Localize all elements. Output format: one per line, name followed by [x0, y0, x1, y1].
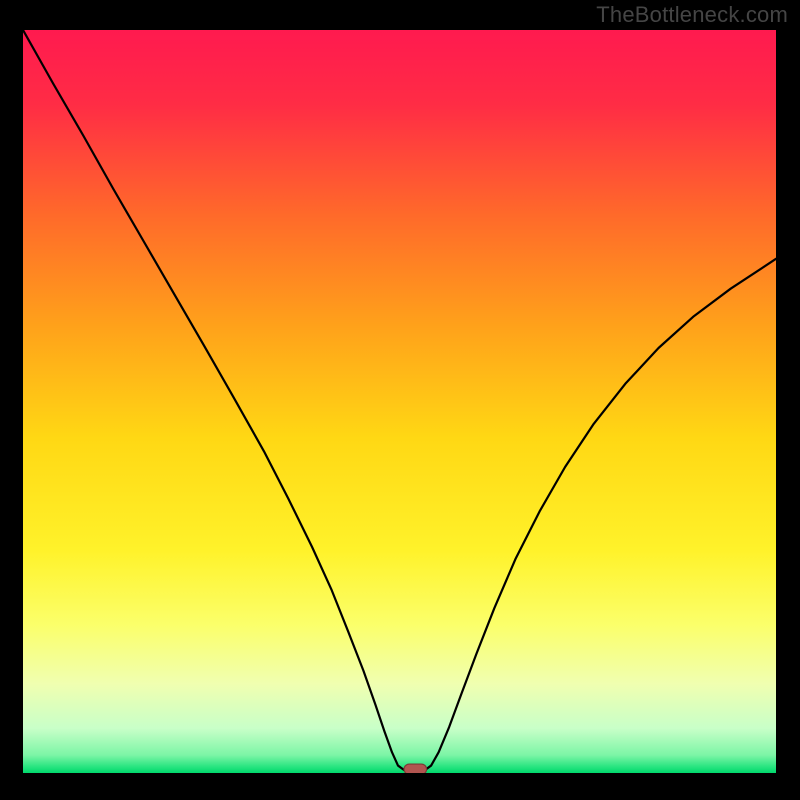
- figure-root: TheBottleneck.com: [0, 0, 800, 800]
- plot-background-gradient: [23, 30, 776, 773]
- watermark-text: TheBottleneck.com: [596, 2, 788, 28]
- bottleneck-curve-chart: [23, 30, 776, 773]
- optimal-point-marker: [404, 764, 427, 773]
- plot-area: [23, 30, 776, 773]
